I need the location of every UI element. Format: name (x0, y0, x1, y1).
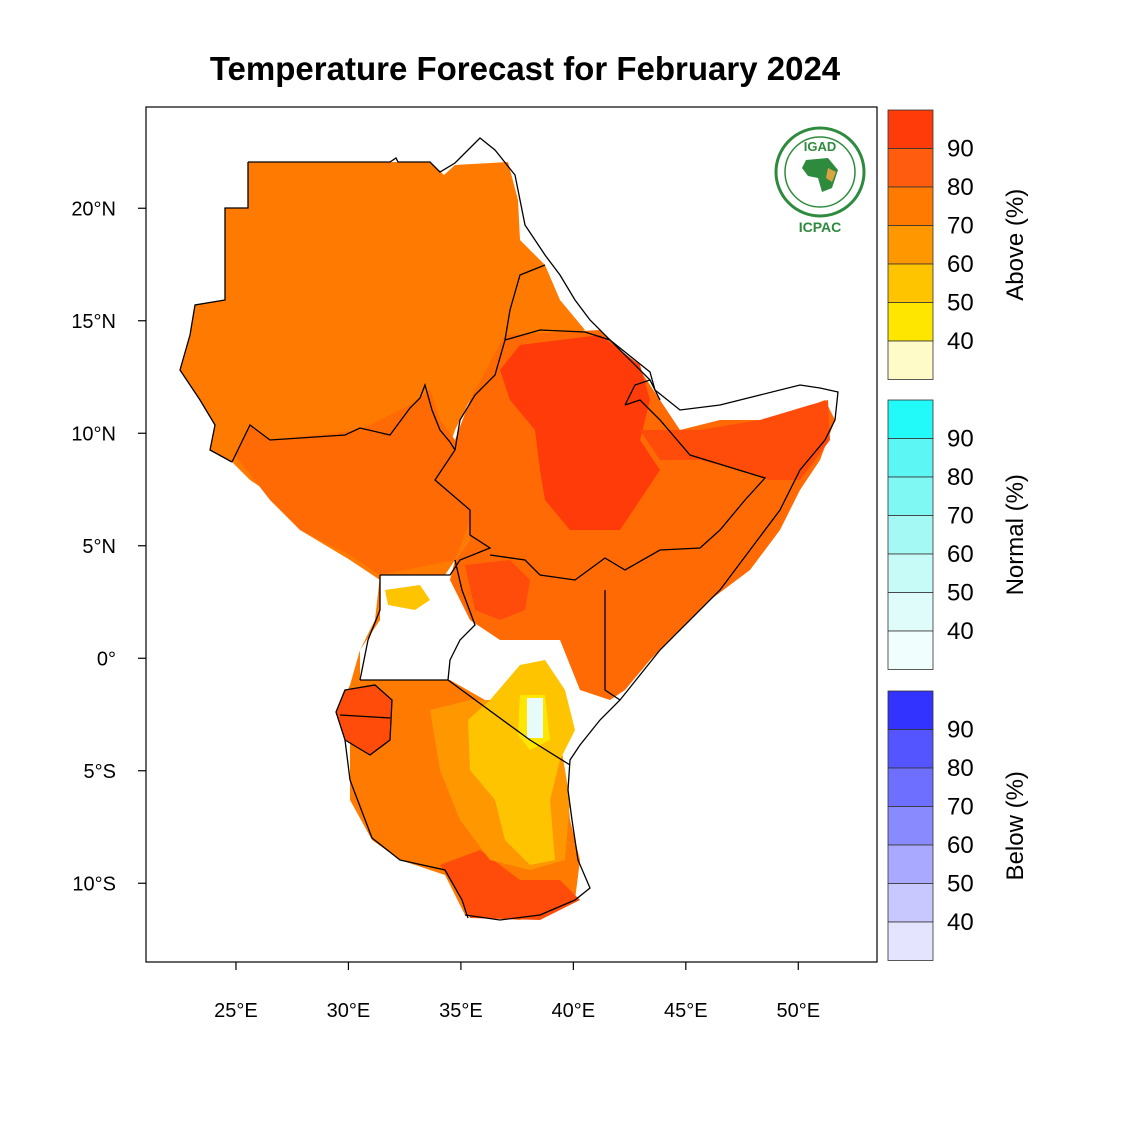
boundary-south-sudan-south (380, 449, 492, 576)
shading-tanzania-south (440, 850, 580, 920)
legend-below: 90 80 70 60 50 40 Below (%) (887, 690, 1029, 961)
legend-swatch (887, 729, 934, 769)
lat-tick-label: 20°N (71, 198, 116, 220)
legend-swatch (887, 476, 934, 516)
legend-tick-label: 60 (947, 541, 974, 568)
legend-tick-label: 70 (947, 213, 974, 240)
map-title: Temperature Forecast for February 2024 (209, 50, 841, 87)
legend-swatch (887, 109, 934, 149)
legend-tick-label: 40 (947, 909, 974, 936)
boundary-sudan-ethiopia (454, 264, 546, 451)
logo-bottom-text: ICPAC (799, 219, 842, 235)
shading-south-sudan (235, 390, 470, 575)
legend-swatch (887, 399, 934, 439)
lat-tick-label: 5°N (82, 536, 116, 558)
legend-title: Below (%) (1002, 771, 1029, 880)
legend-title: Normal (%) (1002, 474, 1029, 595)
legend-swatch (887, 806, 934, 846)
lat-tick-label: 10°N (71, 423, 116, 445)
shading-pale-spot (527, 698, 543, 738)
legend-tick-label: 90 (947, 717, 974, 744)
boundary-rwanda-burundi (335, 684, 393, 756)
colorbar-legends: 90 80 70 60 50 40 Above (%) 90 80 70 60 50 40 Normal … (887, 109, 1029, 961)
legend-tick-label: 60 (947, 832, 974, 859)
lat-tick-label: 0° (97, 648, 116, 670)
legend-swatch (887, 515, 934, 555)
boundary-djibouti (624, 379, 661, 406)
legend-swatch (887, 438, 934, 478)
legend-tick-label: 80 (947, 174, 974, 201)
legend-swatch (887, 592, 934, 632)
legend-swatch (887, 263, 934, 303)
legend-normal: 90 80 70 60 50 40 Normal (%) (887, 399, 1029, 670)
boundary-tanzania-west (344, 739, 469, 919)
legend-swatch (887, 340, 934, 380)
legend-tick-label: 40 (947, 618, 974, 645)
shading-horn-hotspot (640, 400, 830, 480)
lat-tick-label: 5°S (84, 761, 116, 783)
boundary-kenya-somalia (604, 590, 621, 701)
boundary-sudan-south (231, 382, 456, 463)
lon-tick-label: 35°E (439, 1000, 483, 1022)
shading-uganda-spot (385, 585, 430, 610)
legend-title: Above (%) (1002, 189, 1029, 301)
legend-above: 90 80 70 60 50 40 Above (%) (887, 109, 1029, 380)
boundary-ethiopia-eritrea (504, 329, 651, 381)
legend-tick-label: 50 (947, 580, 974, 607)
legend-swatch (887, 921, 934, 961)
logo-top-text: IGAD (804, 139, 837, 154)
legend-swatch (887, 186, 934, 226)
country-boundaries (179, 137, 839, 921)
legend-swatch (887, 690, 934, 730)
legend-tick-label: 80 (947, 755, 974, 782)
boundary-kenya-uganda (447, 559, 476, 681)
shading-rwanda-burundi (336, 685, 392, 755)
forecast-shading (180, 162, 835, 920)
legend-swatch (887, 302, 934, 342)
lat-tick-label: 10°S (72, 873, 116, 895)
boundary-kenya-tanzania (360, 679, 571, 766)
lon-tick-label: 25°E (214, 1000, 258, 1022)
boundary-ethiopia-somalia (489, 399, 767, 581)
shading-yellow-zone (468, 660, 575, 865)
legend-tick-label: 80 (947, 464, 974, 491)
legend-swatch (887, 767, 934, 807)
shading-kenya-north (465, 560, 530, 620)
boundary-uganda-west (359, 575, 381, 681)
legend-tick-label: 70 (947, 794, 974, 821)
map-axis-ticks: 25°E 30°E 35°E 40°E 45°E 50°E 20°N 15°N 10°N 5°N 0… (71, 198, 820, 1022)
igad-icpac-logo: IGAD ICPAC (774, 126, 866, 235)
lon-tick-label: 40°E (552, 1000, 596, 1022)
lat-tick-label: 15°N (71, 311, 116, 333)
legend-swatch (887, 148, 934, 188)
legend-tick-label: 90 (947, 426, 974, 453)
legend-tick-label: 90 (947, 136, 974, 163)
legend-tick-label: 70 (947, 503, 974, 530)
legend-swatch (887, 883, 934, 923)
legend-tick-label: 40 (947, 328, 974, 355)
legend-swatch (887, 630, 934, 670)
africa-icon (802, 158, 838, 192)
legend-tick-label: 50 (947, 871, 974, 898)
legend-swatch (887, 553, 934, 593)
lon-tick-label: 50°E (776, 1000, 820, 1022)
legend-swatch (887, 225, 934, 265)
lon-tick-label: 45°E (664, 1000, 708, 1022)
boundary-sudan-west (179, 162, 249, 463)
lon-tick-label: 30°E (327, 1000, 371, 1022)
shading-ethiopia-hotspot (500, 335, 660, 530)
legend-swatch (887, 844, 934, 884)
legend-tick-label: 60 (947, 251, 974, 278)
legend-tick-label: 50 (947, 290, 974, 317)
